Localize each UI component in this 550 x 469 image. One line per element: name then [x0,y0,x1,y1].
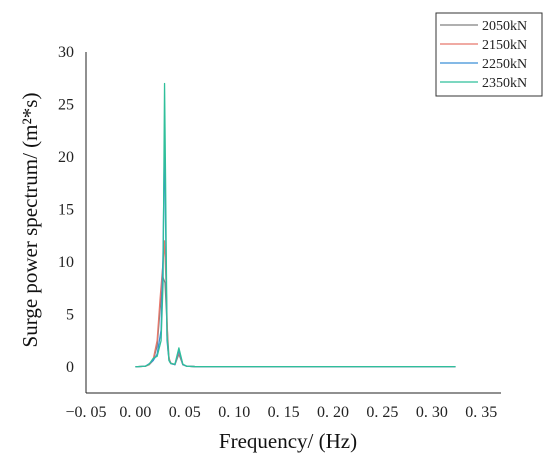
legend-label-2050kN: 2050kN [482,19,527,34]
y-tick-label: 10 [58,254,74,271]
x-tick-label: 0. 20 [317,404,349,421]
y-tick-label: 20 [58,149,74,166]
x-tick-label: 0. 05 [169,404,201,421]
x-tick-label: 0. 35 [465,404,497,421]
legend-entries: 2050kN 2150kN 2250kN 2350kN [440,19,527,91]
x-tick-label: −0. 05 [65,404,106,421]
x-tick-label: 0. 00 [119,404,151,421]
y-tick-label: 5 [66,306,74,323]
legend: 2050kN 2150kN 2250kN 2350kN [435,12,543,97]
y-axis-title: Surge power spectrum/ (m²*s) [18,93,42,348]
ticks-layer: −0. 05 0. 00 0. 05 0. 10 0. 15 0. 20 0. 25 0. 3… [58,44,497,421]
y-tick-label: 25 [58,96,74,113]
x-tick-label: 0. 30 [416,404,448,421]
series-layer [135,82,456,368]
series-line-2150kN [135,240,456,368]
x-tick-label: 0. 25 [366,404,398,421]
legend-label-2150kN: 2150kN [482,38,527,53]
legend-label-2350kN: 2350kN [482,76,527,91]
axes-layer [85,52,501,394]
y-tick-label: 0 [66,359,74,376]
x-axis-title: Frequency/ (Hz) [219,429,357,453]
legend-box [435,12,543,97]
x-tick-label: 0. 15 [268,404,300,421]
series-line-2350kN [135,82,456,368]
y-tick-label: 15 [58,201,74,218]
series-line-2250kN [135,135,456,368]
y-tick-label: 30 [58,44,74,61]
x-tick-label: 0. 10 [218,404,250,421]
legend-label-2250kN: 2250kN [482,57,527,72]
series-line-2050kN [135,276,456,368]
